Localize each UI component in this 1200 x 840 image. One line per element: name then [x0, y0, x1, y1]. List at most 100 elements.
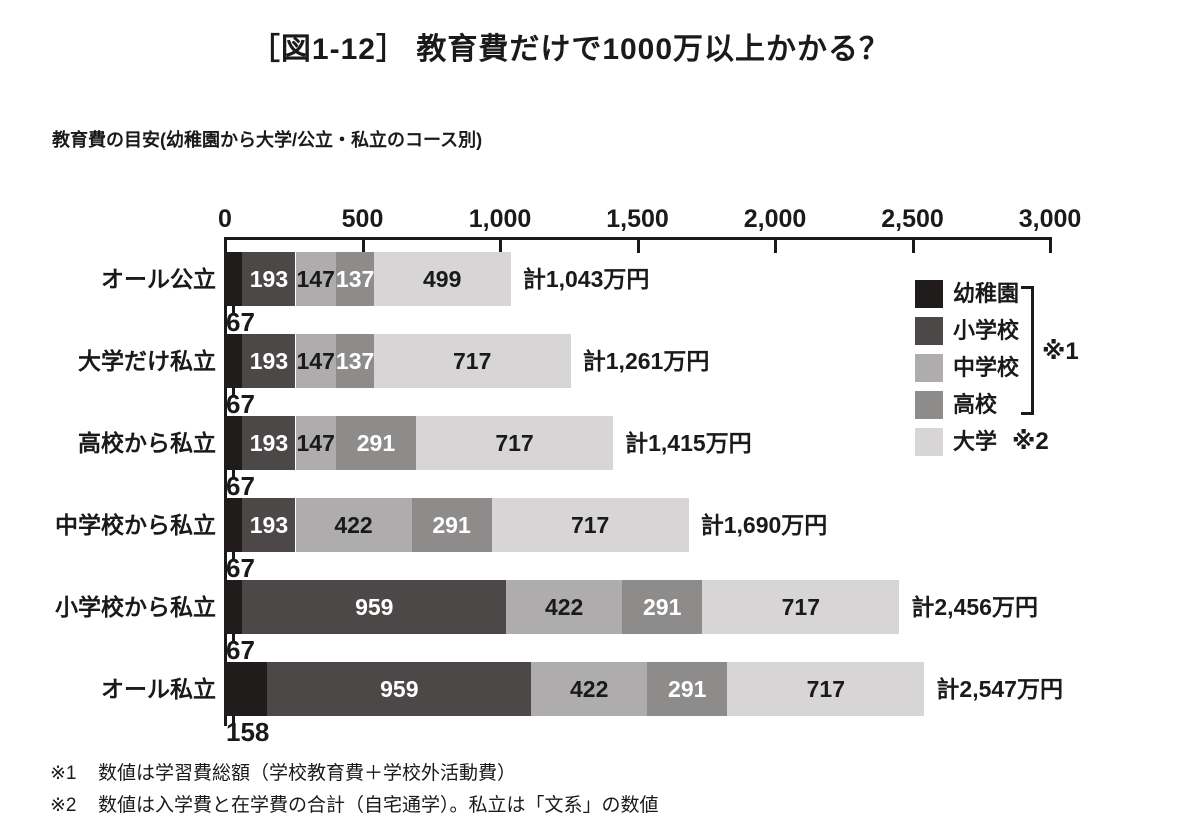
x-axis-tick-label: 1,500: [606, 205, 669, 233]
segment-value-label: 499: [423, 266, 462, 292]
footnote-2-mark: ※2: [50, 795, 77, 816]
x-axis-tick-label: 0: [218, 205, 232, 233]
bar-segment-大学: [373, 252, 511, 306]
segment-value-label: 717: [781, 594, 820, 620]
category-label: オール公立: [101, 266, 216, 292]
figure-title: ［図1-12］ 教育費だけで1000万以上かかる？: [249, 33, 891, 66]
segment-value-label: 959: [355, 594, 394, 620]
bar-segment-大学: [702, 580, 900, 634]
bar-segment-小学校: [242, 580, 507, 634]
segment-value-label: 291: [643, 594, 682, 620]
bar-segment-小学校: [242, 334, 296, 388]
bar-segment-高校: [647, 662, 728, 716]
bar-segment-高校: [622, 580, 703, 634]
bar-segment-大学: [373, 334, 571, 388]
stacked-bar-chart: 0 500 1,000 1,500 2,000 2,500 3,000 オール公立 67 193 1…: [55, 205, 1082, 747]
segment-value-label: 147: [296, 266, 335, 292]
x-axis-tick-label: 2,500: [881, 205, 944, 233]
x-axis-tick-label: 500: [341, 205, 384, 233]
legend-swatch-小学校: [915, 317, 943, 345]
bar-segment-中学校: [295, 416, 336, 470]
segment-value-tick: [232, 306, 235, 314]
segment-value-label: 193: [249, 348, 289, 374]
segment-value-label: 717: [806, 676, 846, 702]
legend-label-中学校: 中学校: [953, 355, 1020, 380]
segment-value-label: 147: [296, 348, 335, 374]
bar-segment-中学校: [295, 498, 412, 552]
x-axis-tick-label: 3,000: [1018, 205, 1082, 233]
category-label: 中学校から私立: [55, 512, 216, 538]
footnote-2: ※2 数値は入学費と在学費の合計（自宅通学）。私立は「文系」の数値: [50, 790, 659, 822]
segment-value-label: 67: [226, 389, 255, 419]
bar-segment-高校: [335, 416, 416, 470]
segment-value-label: 137: [335, 266, 375, 292]
x-axis-tick-label: 2,000: [743, 205, 807, 233]
bar-segment-高校: [335, 252, 374, 306]
segment-value-label: 147: [296, 430, 335, 456]
segment-value-label: 193: [249, 266, 289, 292]
legend-note-1: ※1: [1042, 337, 1079, 365]
legend-bracket-bottom-hook: [1021, 412, 1033, 415]
x-axis-tick: [361, 237, 365, 253]
footnotes: ※1 数値は学習費総額（学校教育費＋学校外活動費） ※2 数値は入学費と在学費の…: [50, 758, 659, 822]
bar-segment-小学校: [242, 416, 296, 470]
segment-value-label: 422: [570, 676, 609, 702]
bar-segment-高校: [411, 498, 492, 552]
total-label: 計1,261万円: [582, 348, 710, 374]
bar-segment-中学校: [295, 252, 336, 306]
bar-segment-大学: [491, 498, 689, 552]
footnote-1-mark: ※1: [50, 763, 77, 784]
x-axis-tick: [636, 237, 640, 253]
legend-note-2: ※2: [1012, 428, 1049, 455]
total-label: 計1,415万円: [625, 430, 752, 456]
segment-value-label: 193: [249, 512, 289, 538]
segment-value-label: 959: [380, 676, 419, 702]
legend-swatch-幼稚園: [915, 280, 943, 308]
category-label: 高校から私立: [78, 430, 216, 456]
footnote-1: ※1 数値は学習費総額（学校教育費＋学校外活動費）: [50, 758, 659, 790]
segment-value-tick: [232, 388, 235, 396]
bar-segment-小学校: [267, 662, 532, 716]
bar-segment-小学校: [242, 252, 296, 306]
bar-segment-幼稚園: [224, 662, 268, 716]
segment-value-label: 422: [544, 594, 584, 620]
total-label: 計1,043万円: [522, 266, 650, 292]
segment-value-label: 67: [226, 471, 255, 501]
bar-segment-幼稚園: [224, 580, 243, 634]
chart-subtitle: 教育費の目安(幼稚園から大学/公立・私立のコース別): [52, 130, 483, 150]
segment-value-label: 717: [495, 430, 534, 456]
y-axis-line: [224, 237, 227, 726]
legend-label-小学校: 小学校: [953, 318, 1020, 343]
segment-value-label: 67: [226, 635, 255, 665]
x-axis-tick: [774, 237, 777, 253]
footnote-2-text: 数値は入学費と在学費の合計（自宅通学）。私立は「文系」の数値: [98, 795, 659, 816]
bar-segment-中学校: [506, 580, 623, 634]
bar-segment-幼稚園: [224, 498, 243, 552]
legend-label-高校: 高校: [953, 392, 998, 417]
x-axis-tick: [1049, 237, 1052, 253]
bar-segment-幼稚園: [224, 252, 243, 306]
segment-value-tick: [232, 716, 235, 724]
legend-swatch-中学校: [915, 354, 943, 382]
segment-value-label: 193: [249, 430, 289, 456]
segment-value-label: 158: [226, 717, 270, 747]
category-label: 大学だけ私立: [78, 348, 216, 374]
total-label: 計1,690万円: [700, 512, 828, 538]
total-label: 計2,456万円: [911, 594, 1038, 620]
x-axis-tick: [499, 237, 502, 253]
segment-value-label: 291: [668, 676, 707, 702]
segment-value-tick: [232, 470, 235, 478]
bar-segment-中学校: [531, 662, 648, 716]
bar-segment-高校: [335, 334, 374, 388]
segment-value-tick: [232, 552, 235, 560]
category-label: 小学校から私立: [55, 594, 216, 620]
legend-swatch-大学: [915, 428, 943, 456]
segment-value-label: 717: [452, 348, 492, 374]
segment-value-label: 67: [226, 307, 255, 337]
segment-value-label: 422: [334, 512, 373, 538]
bar-segment-幼稚園: [224, 416, 243, 470]
x-axis-tick-label: 1,000: [468, 205, 532, 233]
legend-label-大学: 大学: [953, 429, 998, 454]
segment-value-label: 67: [226, 553, 255, 583]
